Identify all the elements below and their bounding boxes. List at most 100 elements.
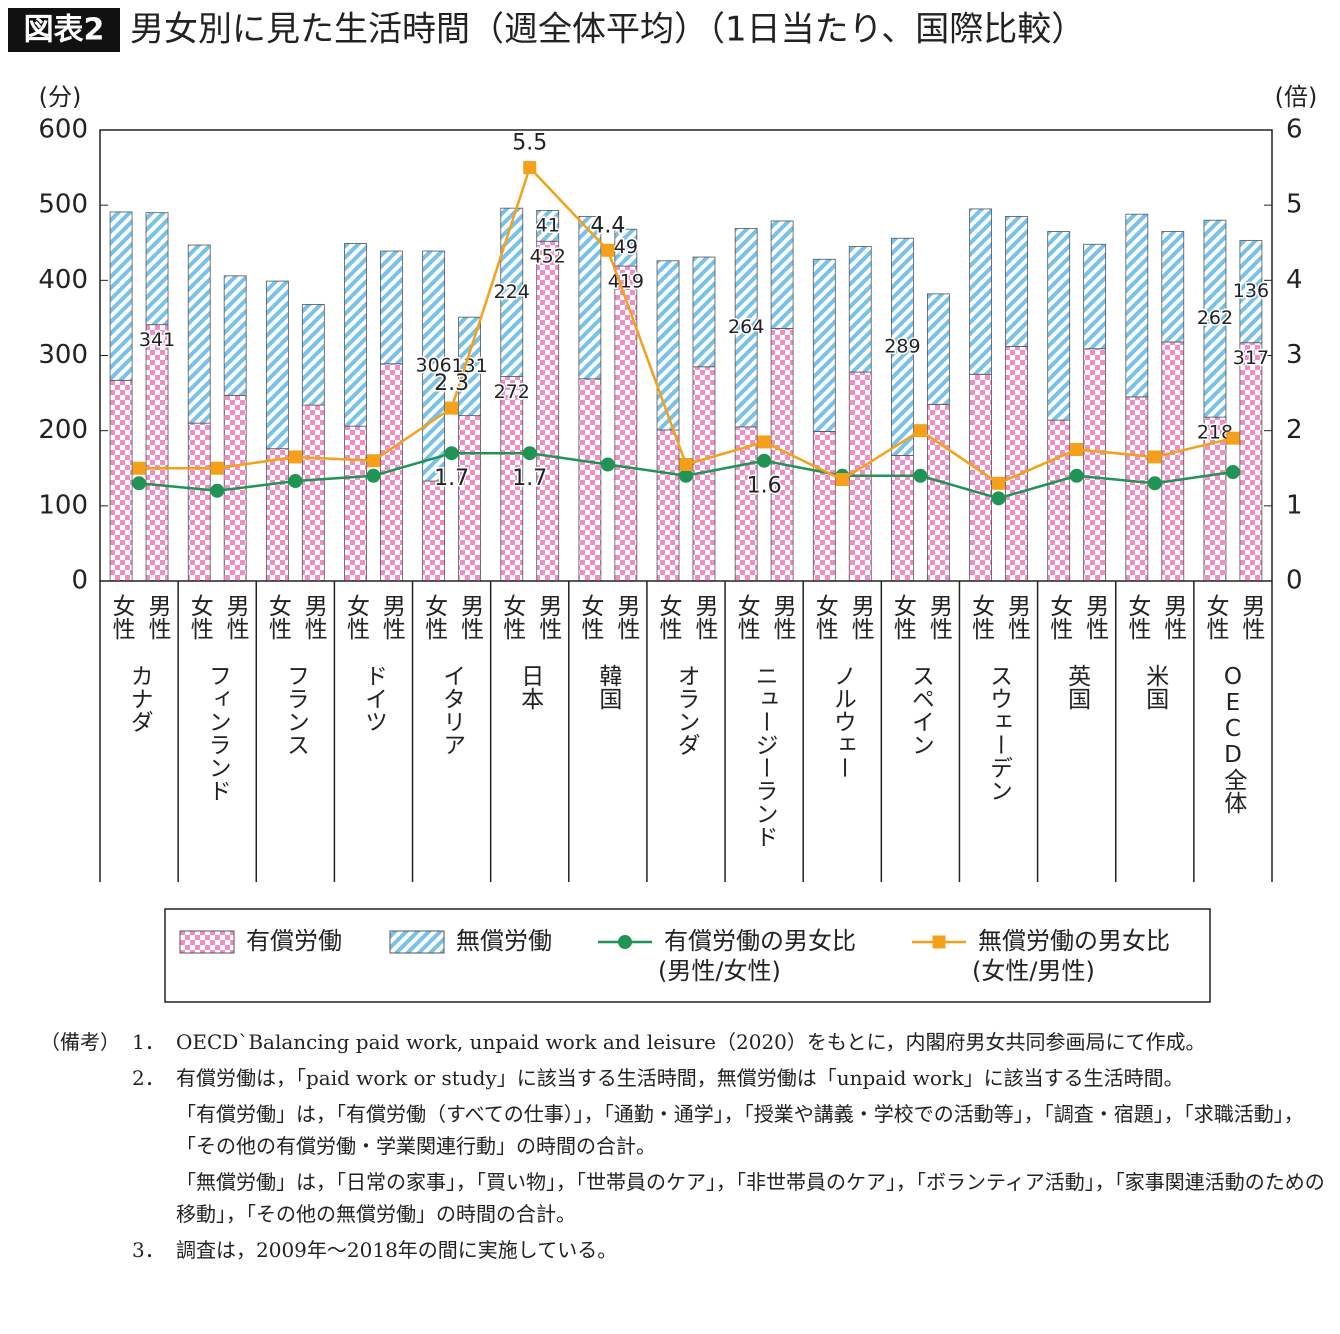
x-tick-label: 女性 [421,594,449,640]
bar-value-label: 264 [728,316,764,338]
x-tick-label: 男性 [691,594,719,640]
bar-segment [536,210,560,242]
x-tick-label: 女性 [811,594,839,640]
bar-value-label: 317 [1233,347,1269,369]
bar-value-label: 49 [614,236,638,258]
bar-segment [344,425,367,582]
bar-segment [458,316,481,417]
line-marker [132,476,147,491]
note-paragraph: 調査は，2009年～2018年の間に実施している。 [176,1238,618,1262]
x-tick-label: 女性 [1124,594,1152,640]
bar-segment [1047,419,1071,582]
bar-segment [380,250,403,365]
bar-segment [109,379,133,582]
x-tick-label: 女性 [655,594,683,640]
bar-segment [422,480,446,582]
y-tick-label: 600 [38,115,88,145]
legend-label: 有償労働の男女比(男性/女性) [658,927,856,985]
x-tick-label: 男性 [1004,594,1032,640]
line-marker [992,476,1006,490]
line-marker [288,474,303,489]
group-label: スペイン [907,664,934,756]
note-label: （備考） [40,1030,120,1054]
bar-segment [536,240,560,582]
bar-segment [891,455,914,582]
note-number: 2． [132,1066,165,1090]
bar-segment [1125,396,1149,582]
bar-segment [145,212,169,326]
bar-segment [926,293,950,405]
legend-label-line: 無償労働の男女比 [978,927,1170,955]
bar-segment [692,256,716,368]
bar-value-label: 306 [415,355,451,377]
bar-value-label: 341 [139,329,175,351]
bar-segment [223,275,247,396]
y2-tick-label: 4 [1286,265,1303,295]
x-tick-label: 男性 [847,594,875,640]
bar-segment [1239,342,1263,582]
bar-value-label: 41 [536,214,560,236]
bar-segment [301,404,325,582]
legend-swatch [179,930,235,954]
line-marker [1225,465,1240,480]
note-paragraph: 「無償労働」は，「日常の家事」，「買い物」，「世帯員のケア」，「非世帯員のケア」… [176,1170,1325,1226]
x-tick-label: 男性 [1082,594,1110,640]
bar-segment [614,228,638,267]
bar-value-label: 262 [1197,307,1233,329]
bar-value-label: 272 [494,381,530,403]
line-value-label: 1.7 [512,466,547,491]
legend-label-line: 有償労働の男女比 [664,927,856,955]
group-label: カナダ [126,664,153,733]
y2-tick-label: 5 [1286,190,1303,220]
chart-title: 男女別に見た生活時間（週全体平均）（1日当たり、国際比較） [130,10,1085,50]
bar-segment [265,280,289,450]
x-tick-label: 女性 [186,594,214,640]
legend-label: 無償労働 [456,927,552,955]
bar-segment [1047,231,1071,421]
line-marker [991,491,1006,506]
line-marker [1226,431,1240,445]
line-marker [1147,476,1162,491]
note-item: （備考） 1． OECD`Balancing paid work, unpaid w… [40,1026,1332,1062]
y-axis-label: (分) [39,83,82,111]
bar-value-label: 452 [530,246,566,268]
y-tick-label: 300 [38,340,88,370]
line-marker [913,424,927,438]
line-value-label: 5.5 [512,131,547,156]
line-marker [757,453,772,468]
note-text: OECD`Balancing paid work, unpaid work an… [176,1026,1206,1062]
bar-segment [578,216,602,380]
group-label: ニュージーランド [751,664,777,848]
bar-segment [891,237,914,456]
plot-frame [99,129,1273,582]
bar-value-label: 131 [451,355,487,377]
bar-segment [458,415,481,582]
x-tick-label: 男性 [378,594,406,640]
group-label: フィンランド [204,664,230,802]
bar-value-label: 136 [1233,280,1269,302]
bar-segment [301,303,325,406]
bar-segment [656,260,680,431]
line-marker [835,473,849,487]
line-marker [132,461,146,475]
line-value-label: 2.3 [434,371,469,396]
line-marker [445,401,459,415]
bar-segment [926,403,950,582]
note-paragraph: 「有償労働」は，「有償労働（すべての仕事）」，「通勤・通学」，「授業や講義・学校… [176,1102,1304,1158]
legend-box [164,908,1211,1003]
legend-label-line: (男性/女性) [658,957,781,985]
bar-value-label: 419 [608,271,644,293]
x-tick-label: 女性 [264,594,292,640]
x-tick-label: 女性 [108,594,136,640]
y-tick-label: 200 [38,415,88,445]
bar-segment [265,448,289,582]
x-tick-label: 男性 [222,594,250,640]
group-label: 韓国 [595,664,623,710]
group-label: 英国 [1064,664,1092,710]
y-tick-label: 500 [38,190,88,220]
x-tick-label: 女性 [499,594,527,640]
legend-label: 有償労働 [246,927,342,955]
line-marker [288,450,302,464]
line-marker [679,457,693,471]
note-text: 調査は，2009年～2018年の間に実施している。 [176,1234,617,1270]
